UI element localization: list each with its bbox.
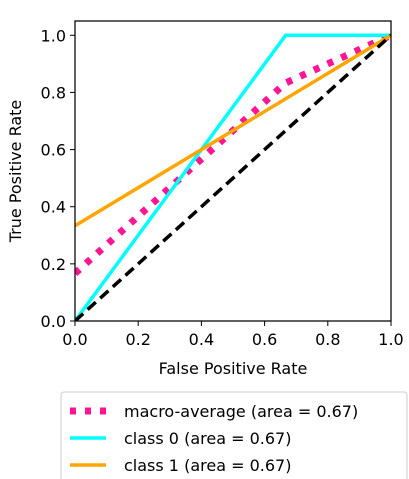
x-tick-label: 0.0 <box>62 330 87 349</box>
x-axis-label: False Positive Rate <box>159 359 308 378</box>
chance-diagonal-line <box>75 33 391 321</box>
plot-lines <box>75 32 391 321</box>
y-tick-label: 0.2 <box>41 255 66 274</box>
x-tick-label: 0.2 <box>125 330 150 349</box>
y-axis-ticks: 0.0 0.2 0.4 0.6 0.8 1.0 <box>41 26 75 331</box>
legend-entry-macro-average: macro-average (area = 0.67) <box>124 402 358 421</box>
series-class-0-line <box>75 33 391 321</box>
y-tick-label: 0.0 <box>41 312 66 331</box>
series-class-1-line <box>75 33 391 228</box>
legend-entry-class-0: class 0 (area = 0.67) <box>124 429 291 448</box>
x-tick-label: 0.4 <box>189 330 214 349</box>
y-tick-label: 1.0 <box>41 26 66 45</box>
series-macro-average-line <box>75 32 391 276</box>
y-tick-label: 0.4 <box>41 198 66 217</box>
y-axis-label: True Positive Rate <box>6 100 25 244</box>
legend: macro-average (area = 0.67) class 0 (area… <box>60 391 408 479</box>
axes-frame <box>74 20 392 322</box>
y-tick-label: 0.8 <box>41 83 66 102</box>
y-tick-label: 0.6 <box>41 141 66 160</box>
legend-box <box>60 391 408 479</box>
legend-entry-class-1: class 1 (area = 0.67) <box>124 456 291 475</box>
x-tick-label: 0.6 <box>252 330 277 349</box>
x-tick-label: 0.8 <box>315 330 340 349</box>
x-tick-label: 1.0 <box>378 330 403 349</box>
x-axis-ticks: 0.0 0.2 0.4 0.6 0.8 1.0 <box>62 321 404 349</box>
